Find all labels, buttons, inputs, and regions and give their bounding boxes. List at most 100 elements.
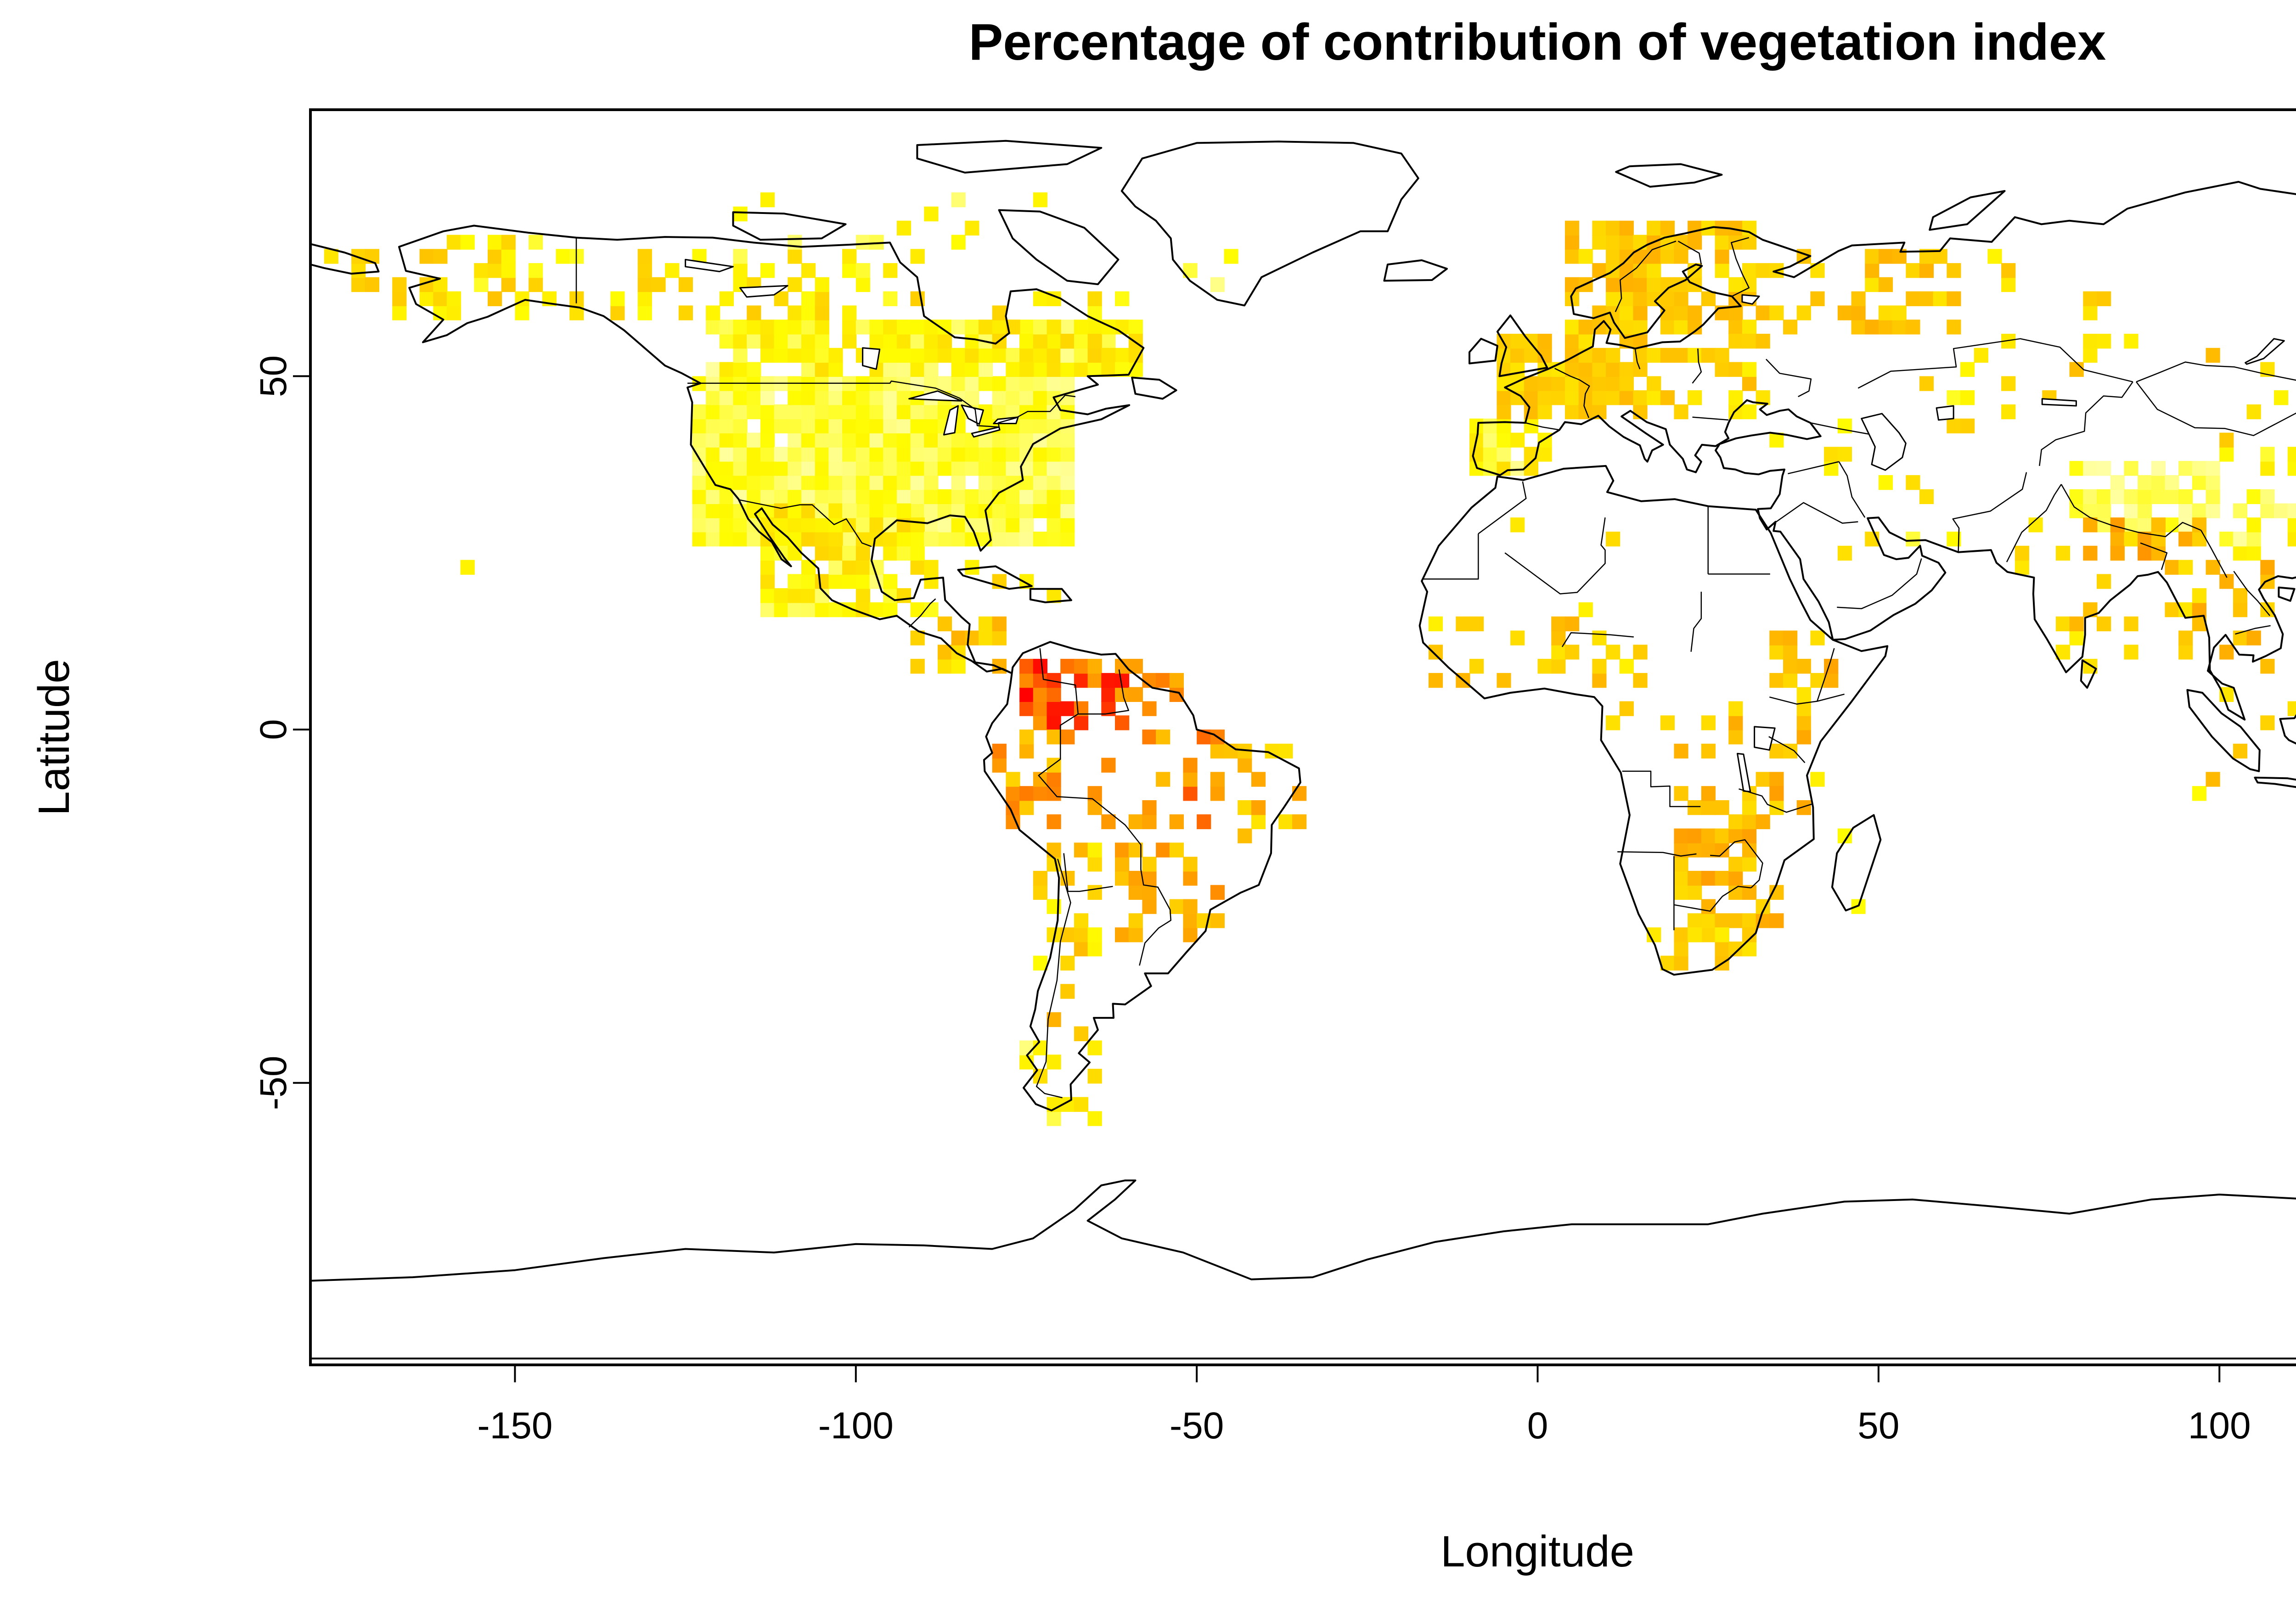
country-border [1039,648,1079,714]
heat-cell [637,277,652,292]
heat-cell [706,390,720,405]
heat-cell [1115,715,1130,730]
heat-cell [733,447,748,462]
heat-cell [2015,560,2029,575]
heat-cell [1251,814,1266,830]
heat-cell [1551,645,1566,660]
heat-cell [1674,743,1688,759]
coastline [1469,337,1498,365]
country-border [2233,571,2271,616]
heat-cell [2178,489,2193,504]
heat-cell [1551,390,1566,405]
heat-cell [2165,475,2179,490]
heat-cell [1101,348,1116,363]
heat-cell [1688,235,1702,250]
heat-cell [1087,362,1102,377]
coastline [957,565,1033,590]
heat-cell [1606,362,1621,377]
heat-cell [2206,461,2220,476]
heat-cell [1783,659,1798,674]
heat-cell [1633,362,1648,377]
heat-cell [801,390,816,405]
heat-cell [1728,814,1743,830]
heat-cell [1674,404,1688,420]
heat-cell [665,263,680,278]
heat-cell [1564,404,1580,420]
heat-cell [883,263,898,278]
heat-cell [1933,291,1947,306]
heat-cell [883,362,898,377]
heat-cell [2274,503,2289,518]
heat-cell [1742,404,1757,420]
heat-cell [1578,362,1593,377]
heat-cell [1906,532,1920,547]
heat-cell [1074,913,1089,928]
heat-cell [1564,334,1580,349]
country-border [1690,591,1702,652]
heat-cell [788,404,802,420]
heat-cell [1987,249,2002,264]
heat-cell [719,461,734,476]
heat-cell [842,334,857,349]
heat-cell [788,574,802,589]
heat-cell [896,588,912,603]
heat-cell [815,517,829,533]
heat-cell [855,517,870,533]
heat-cell [801,517,816,533]
heat-cell [1619,220,1634,236]
heat-cell [706,447,720,462]
heat-cell [1837,447,1852,462]
heat-cell [706,404,720,420]
heat-cell [760,263,775,278]
heat-cell [951,192,966,208]
heat-cell [828,362,843,377]
heat-cell [910,376,925,391]
heat-cell [1742,800,1757,815]
country-border [1766,359,1812,398]
heat-cell [1060,461,1075,476]
heat-cell [1019,320,1034,335]
heat-cell [910,249,925,264]
heat-cell [2151,517,2166,533]
heat-cell [1701,786,1716,801]
heat-cell [1087,673,1102,688]
heat-cell [760,404,775,420]
heat-cell [1878,305,1893,320]
country-border [1615,241,1677,312]
heat-cell [965,503,979,518]
heat-cell [433,291,448,306]
heat-cell [896,418,912,433]
heat-cell [924,560,939,575]
heat-cell [1947,390,1961,405]
heat-cell [992,390,1007,405]
heat-cell [1033,659,1047,674]
heat-cell [910,348,925,363]
heat-cell [2206,489,2220,504]
heat-cell [2097,503,2111,518]
heat-cell [1087,842,1102,858]
heat-cell [446,291,461,306]
heat-cell [896,475,912,490]
heat-cell [2246,489,2261,504]
heat-cell [774,517,788,533]
heat-cell [896,532,912,547]
heat-cell [979,630,993,645]
heat-cell [1537,404,1552,420]
heat-cell [2069,503,2084,518]
heat-cell [760,447,775,462]
heat-cell [1183,786,1198,801]
coastline [916,140,1103,174]
heat-cell [965,220,979,236]
heat-cell [760,192,775,208]
country-border [908,598,936,628]
lakes-layer [685,258,2285,792]
country-border [1525,422,1560,431]
heat-cell [896,461,912,476]
heat-cell [760,390,775,405]
lake-outline [1741,294,1760,305]
heat-cell [896,489,912,504]
heat-cell [2165,489,2179,504]
heat-cell [1483,418,1497,433]
heat-cell [788,447,802,462]
heat-cell [1947,418,1961,433]
